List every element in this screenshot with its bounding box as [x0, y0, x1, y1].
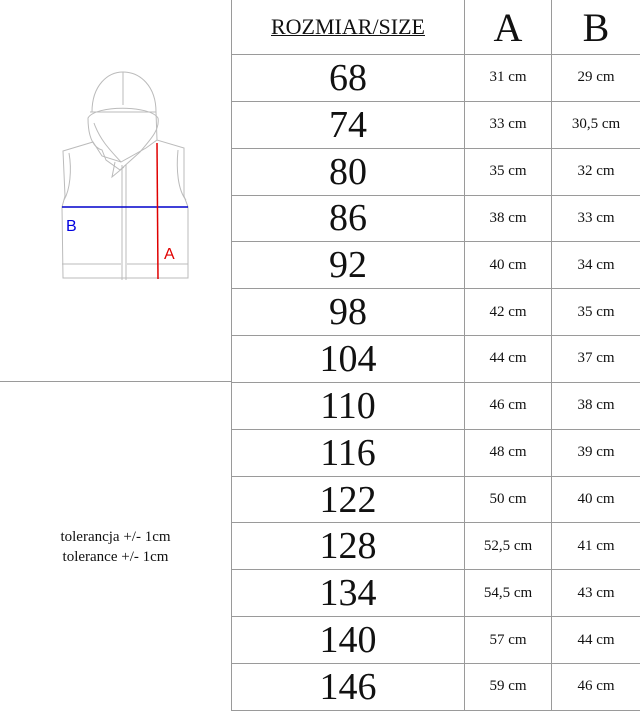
size-cell: 80 [232, 148, 465, 195]
measure-b-cell: 39 cm [577, 444, 615, 461]
measure-a-cell: 38 cm [465, 195, 552, 242]
measure-a-cell: 59 cm [465, 663, 552, 710]
size-cell: 134 [232, 570, 465, 617]
table-row: 116 48 cm 39 cm [232, 429, 640, 477]
table-row: 128 52,5 cm 41 cm [232, 523, 640, 571]
measure-a-cell: 40 cm [465, 242, 552, 289]
table-row: 134 54,5 cm 43 cm [232, 570, 640, 618]
size-cell: 140 [232, 617, 465, 663]
measure-a-cell: 48 cm [465, 429, 552, 476]
table-row: 80 35 cm 32 cm [232, 148, 640, 196]
label-b: B [66, 218, 77, 235]
measure-a-cell: 54,5 cm [465, 570, 552, 617]
measure-a-cell: 35 cm [465, 148, 552, 195]
size-cell: 68 [232, 55, 465, 101]
table-row: 104 44 cm 37 cm [232, 336, 640, 383]
measure-b-cell: 40 cm [577, 491, 615, 508]
measure-a-cell: 50 cm [465, 476, 552, 523]
size-cell: 110 [232, 382, 465, 429]
measure-b-cell: 33 cm [577, 209, 615, 226]
tolerance-pl: tolerancja +/- 1cm [60, 528, 171, 545]
table-row: 92 40 cm 34 cm [232, 242, 640, 290]
size-cell: 146 [232, 663, 465, 710]
measure-b-cell: 32 cm [577, 163, 615, 180]
size-cell: 86 [232, 195, 465, 242]
measure-b-cell: 38 cm [577, 397, 615, 414]
tolerance-cell: tolerancja +/- 1cm tolerance +/- 1cm [0, 382, 232, 711]
table-row: 146 59 cm 46 cm [232, 663, 640, 711]
diagram-cell: B A [0, 0, 232, 382]
table-row: 140 57 cm 44 cm [232, 617, 640, 664]
measure-b-cell: 46 cm [577, 678, 615, 695]
vest-diagram: B A [61, 71, 189, 280]
measure-b-cell: 35 cm [577, 303, 615, 320]
label-a: A [164, 246, 175, 263]
measure-b-cell: 41 cm [577, 537, 615, 554]
size-cell: 128 [232, 523, 465, 570]
measure-a-cell: 31 cm [465, 55, 552, 101]
size-cell: 104 [232, 336, 465, 382]
size-cell: 122 [232, 476, 465, 523]
header-a: A [465, 0, 552, 54]
measure-b-cell: 30,5 cm [571, 116, 621, 133]
header-b: B [582, 4, 610, 50]
measure-b-cell: 34 cm [577, 256, 615, 273]
measure-b-cell: 43 cm [577, 584, 615, 601]
table-row: 74 33 cm 30,5 cm [232, 101, 640, 149]
measure-b-cell: 37 cm [577, 350, 615, 367]
measure-a-cell: 52,5 cm [465, 523, 552, 570]
table-row: 122 50 cm 40 cm [232, 476, 640, 524]
measure-b-cell: 44 cm [577, 631, 615, 648]
header-row: ROZMIAR/SIZE A B [232, 0, 640, 55]
size-cell: 98 [232, 289, 465, 336]
table-row: 86 38 cm 33 cm [232, 195, 640, 243]
measure-line-a [156, 142, 159, 280]
size-cell: 116 [232, 429, 465, 476]
header-size: ROZMIAR/SIZE [232, 0, 465, 54]
measure-a-cell: 57 cm [465, 617, 552, 663]
size-cell: 74 [232, 101, 465, 148]
measure-b-cell: 29 cm [577, 69, 615, 86]
size-table: ROZMIAR/SIZE A B 68 31 cm 29 cm 74 33 cm 30,5… [232, 0, 640, 711]
table-row: 68 31 cm 29 cm [232, 55, 640, 102]
measure-a-cell: 44 cm [465, 336, 552, 382]
size-cell: 92 [232, 242, 465, 289]
table-row: 98 42 cm 35 cm [232, 289, 640, 337]
measure-a-cell: 33 cm [465, 101, 552, 148]
tolerance-en: tolerance +/- 1cm [62, 548, 169, 565]
measure-a-cell: 46 cm [465, 382, 552, 429]
table-row: 110 46 cm 38 cm [232, 382, 640, 430]
measure-a-cell: 42 cm [465, 289, 552, 336]
